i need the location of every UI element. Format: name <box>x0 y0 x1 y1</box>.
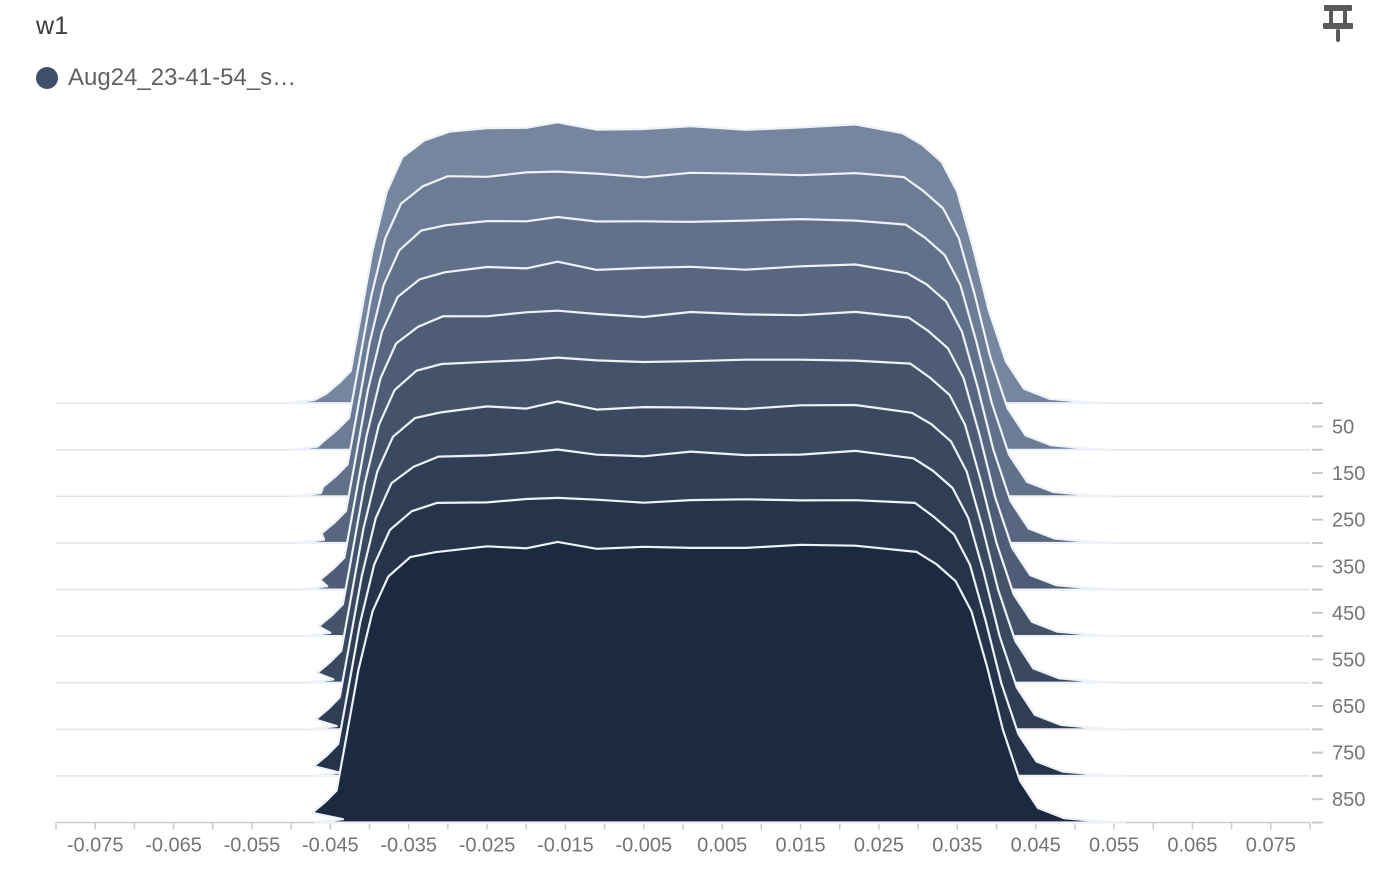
x-axis-label: 0.065 <box>1167 835 1217 857</box>
x-axis-label: -0.055 <box>224 835 281 857</box>
x-axis-label: 0.005 <box>697 835 747 857</box>
y-axis-label: 250 <box>1332 510 1365 532</box>
x-axis-label: -0.065 <box>145 835 202 857</box>
x-axis-label: -0.025 <box>459 835 516 857</box>
y-axis: 50 150 250 350 450 550 650 750 850 <box>1312 402 1365 824</box>
y-axis-label: 350 <box>1332 556 1365 578</box>
histogram-slice-step-900[interactable] <box>311 540 1126 824</box>
x-axis-label: 0.055 <box>1089 835 1139 857</box>
y-axis-label: 550 <box>1332 649 1365 671</box>
x-axis-label: -0.045 <box>302 835 359 857</box>
x-axis-label: -0.015 <box>537 835 594 857</box>
y-axis-label: 750 <box>1332 743 1365 765</box>
x-axis-label: -0.035 <box>380 835 437 857</box>
x-axis-label: 0.045 <box>1011 835 1061 857</box>
push-pin-icon <box>1323 5 1353 42</box>
legend-item[interactable]: Aug24_23-41-54_s… <box>36 62 296 94</box>
y-axis-label: 450 <box>1332 603 1365 625</box>
x-axis-label: -0.075 <box>67 835 124 857</box>
y-axis-label: 650 <box>1332 696 1365 718</box>
x-axis-label: 0.015 <box>776 835 826 857</box>
x-axis-label: 0.035 <box>932 835 982 857</box>
x-axis-label: 0.025 <box>854 835 904 857</box>
x-axis-label: -0.005 <box>615 835 672 857</box>
x-axis-labels: -0.075 -0.065 -0.055 -0.045 -0.035 -0.025 -0.0… <box>67 835 1296 857</box>
x-axis-label: 0.075 <box>1246 835 1296 857</box>
page-title: w1 <box>36 12 69 40</box>
histogram-slices[interactable] <box>286 121 1126 824</box>
legend-run-dot <box>36 67 58 89</box>
y-axis-label: 150 <box>1332 463 1365 485</box>
legend-run-label: Aug24_23-41-54_s… <box>68 64 297 91</box>
y-axis-label: 50 <box>1332 416 1354 438</box>
pin-card-button[interactable] <box>1316 2 1360 50</box>
y-axis-label: 850 <box>1332 789 1365 811</box>
